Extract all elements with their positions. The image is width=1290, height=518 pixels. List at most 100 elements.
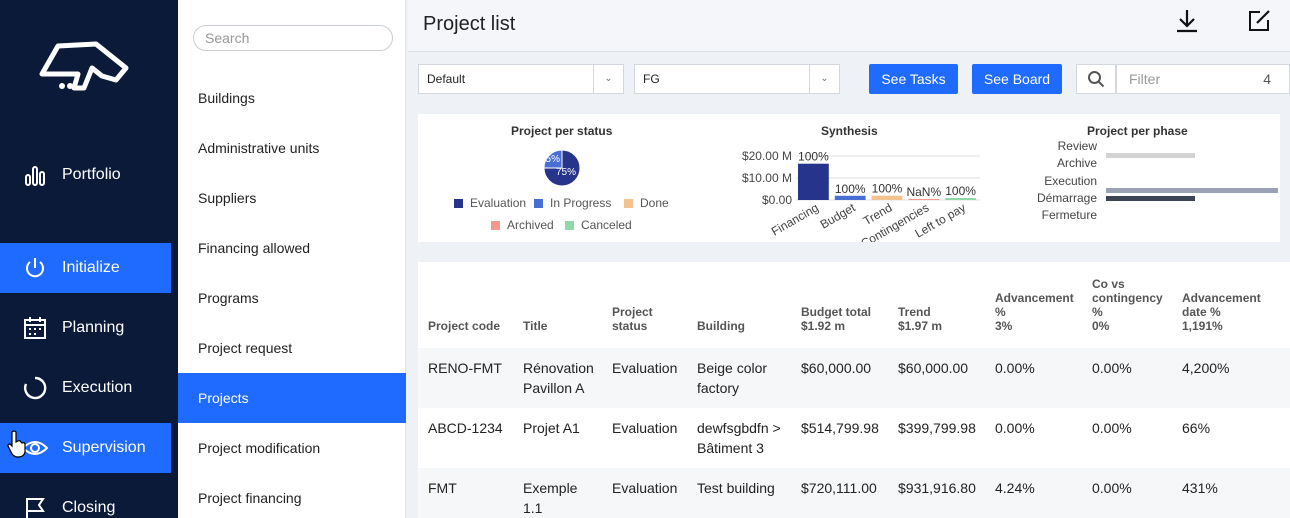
submenu-item-project-financing[interactable]: Project financing <box>198 490 302 506</box>
cell-building: Test building <box>697 480 775 496</box>
cell-title: Projet A1 <box>523 420 580 436</box>
nav-item-planning[interactable]: Planning <box>0 303 171 353</box>
edit-icon[interactable] <box>1246 8 1272 34</box>
cell-contingency: 0.00% <box>1092 420 1132 436</box>
y-tick-label: $0.00 <box>762 193 792 207</box>
download-icon[interactable] <box>1174 8 1200 34</box>
filter-input[interactable]: Filter 4 <box>1116 64 1290 94</box>
column-header-project-status[interactable]: Project status <box>612 305 653 333</box>
main-content: Project list Default ⌄ FG ⌄ See Tasks Se… <box>408 0 1290 518</box>
submenu-item-project-request[interactable]: Project request <box>198 340 293 356</box>
cell-contingency: 0.00% <box>1092 480 1132 496</box>
phase-bar-fermeture <box>1106 196 1195 201</box>
bar-contingencies <box>908 199 940 200</box>
submenu-search-input[interactable]: Search <box>193 25 393 51</box>
eye-icon <box>22 435 48 461</box>
phase-bar-chart: Review Archive Execution Démarrage Fermeture <box>1037 140 1278 222</box>
cell-trend: $931,916.80 <box>898 480 976 496</box>
nav-label: Closing <box>62 499 116 516</box>
legend-item-evaluation[interactable]: Evaluation <box>454 196 526 210</box>
bar-chart-icon <box>22 162 48 188</box>
bar-trend <box>871 195 903 200</box>
cell-budget: $720,111.00 <box>801 480 877 496</box>
bar-percent-label: 100% <box>872 182 903 196</box>
main-navigation: Portfolio Initialize Planning Execution … <box>0 0 178 518</box>
legend-item-canceled[interactable]: Canceled <box>565 218 632 232</box>
column-header-advancement[interactable]: Advancement% 3% <box>995 291 1074 333</box>
nav-label: Portfolio <box>62 166 121 183</box>
column-header-project-code[interactable]: Project code <box>428 319 501 333</box>
app-logo[interactable] <box>38 34 132 96</box>
phase-label: Démarrage <box>1037 191 1097 205</box>
header-bar: Project list <box>408 0 1290 52</box>
pie-slice-in-progress <box>543 149 563 169</box>
search-button[interactable] <box>1076 64 1116 94</box>
submenu-item-financing-allowed[interactable]: Financing allowed <box>198 240 311 256</box>
nav-item-closing[interactable]: Closing <box>0 483 171 518</box>
table-row[interactable]: ABCD-1234 Projet A1 Evaluation dewfsgbdf… <box>418 408 1290 468</box>
pie-slice-label: 75% <box>556 167 577 178</box>
bar-left-to-pay <box>945 198 976 200</box>
cell-status: Evaluation <box>612 480 678 496</box>
filter-select[interactable]: FG ⌄ <box>634 64 840 94</box>
submenu-item-buildings[interactable]: Buildings <box>198 90 255 106</box>
status-chart-title: Project per status <box>511 124 613 138</box>
submenu-item-administrative-units[interactable]: Administrative units <box>198 140 320 156</box>
cell-project-code: FMT <box>428 480 457 496</box>
synthesis-bar-chart: $20.00 M$10.00 M$0.00100%Financing100%Bu… <box>742 149 980 242</box>
search-icon <box>1088 71 1105 88</box>
cell-advancement: 4.24% <box>995 480 1035 496</box>
cell-project-code: RENO-FMT <box>428 360 502 376</box>
nav-item-supervision[interactable]: Supervision <box>0 423 171 473</box>
filter-count: 4 <box>1263 71 1271 87</box>
legend-item-done[interactable]: Done <box>624 196 669 210</box>
hand-cursor-icon <box>7 430 26 458</box>
submenu-item-project-modification[interactable]: Project modification <box>198 440 321 456</box>
phase-label: Fermeture <box>1042 208 1098 222</box>
nav-item-execution[interactable]: Execution <box>0 363 171 413</box>
nav-item-initialize[interactable]: Initialize <box>0 243 171 293</box>
column-header-trend[interactable]: Trend $1.97 m <box>898 305 943 333</box>
table-row[interactable]: RENO-FMT Rénovation Pavillon A Evaluatio… <box>418 348 1290 408</box>
bar-percent-label: 100% <box>835 182 866 196</box>
chevron-down-icon: ⌄ <box>593 65 623 93</box>
nav-label: Planning <box>62 319 125 336</box>
calendar-icon <box>22 315 48 341</box>
bar-percent-label: 100% <box>798 150 829 164</box>
pie-slice-label: 25% <box>540 154 561 165</box>
submenu-item-programs[interactable]: Programs <box>198 290 259 306</box>
cell-project-code: ABCD-1234 <box>428 420 503 436</box>
progress-ring-icon <box>22 375 48 401</box>
submenu-item-suppliers[interactable]: Suppliers <box>198 190 257 206</box>
see-board-button[interactable]: See Board <box>972 64 1062 94</box>
column-header-budget-total[interactable]: Budget total $1.92 m <box>801 305 871 333</box>
nav-label: Initialize <box>62 259 120 276</box>
flag-icon <box>22 495 48 518</box>
page-title: Project list <box>423 13 516 35</box>
nav-item-portfolio[interactable]: Portfolio <box>0 150 171 200</box>
cell-trend: $399,799.98 <box>898 420 976 436</box>
y-tick-label: $10.00 M <box>742 171 792 185</box>
cell-building: Beige color factory <box>697 360 768 396</box>
table-row[interactable]: FMT Exemple 1.1 Evaluation Test building… <box>418 468 1290 518</box>
column-header-advancement-date[interactable]: Advancement date % 1,191% <box>1182 291 1261 333</box>
phase-label: Archive <box>1057 156 1097 170</box>
chevron-down-icon: ⌄ <box>809 65 839 93</box>
bar-budget <box>834 195 866 200</box>
cell-advancement: 0.00% <box>995 420 1035 436</box>
cell-budget: $514,799.98 <box>801 420 879 436</box>
legend-item-in-progress[interactable]: In Progress <box>534 196 611 210</box>
column-header-building[interactable]: Building <box>697 319 745 333</box>
column-header-co-vs-contingency[interactable]: Co vs contingency% 0% <box>1092 277 1163 333</box>
phase-bar-démarrage <box>1106 188 1278 193</box>
legend-item-archived[interactable]: Archived <box>491 218 554 232</box>
phase-chart-title: Project per phase <box>1087 124 1188 138</box>
see-tasks-button[interactable]: See Tasks <box>869 64 958 94</box>
power-icon <box>22 255 48 281</box>
submenu-item-projects[interactable]: Projects <box>178 373 406 423</box>
column-header-title[interactable]: Title <box>523 319 548 333</box>
cell-title: Exemple 1.1 <box>523 480 578 516</box>
cell-advancement: 0.00% <box>995 360 1035 376</box>
view-select[interactable]: Default ⌄ <box>418 64 624 94</box>
bar-percent-label: NaN% <box>906 185 941 199</box>
